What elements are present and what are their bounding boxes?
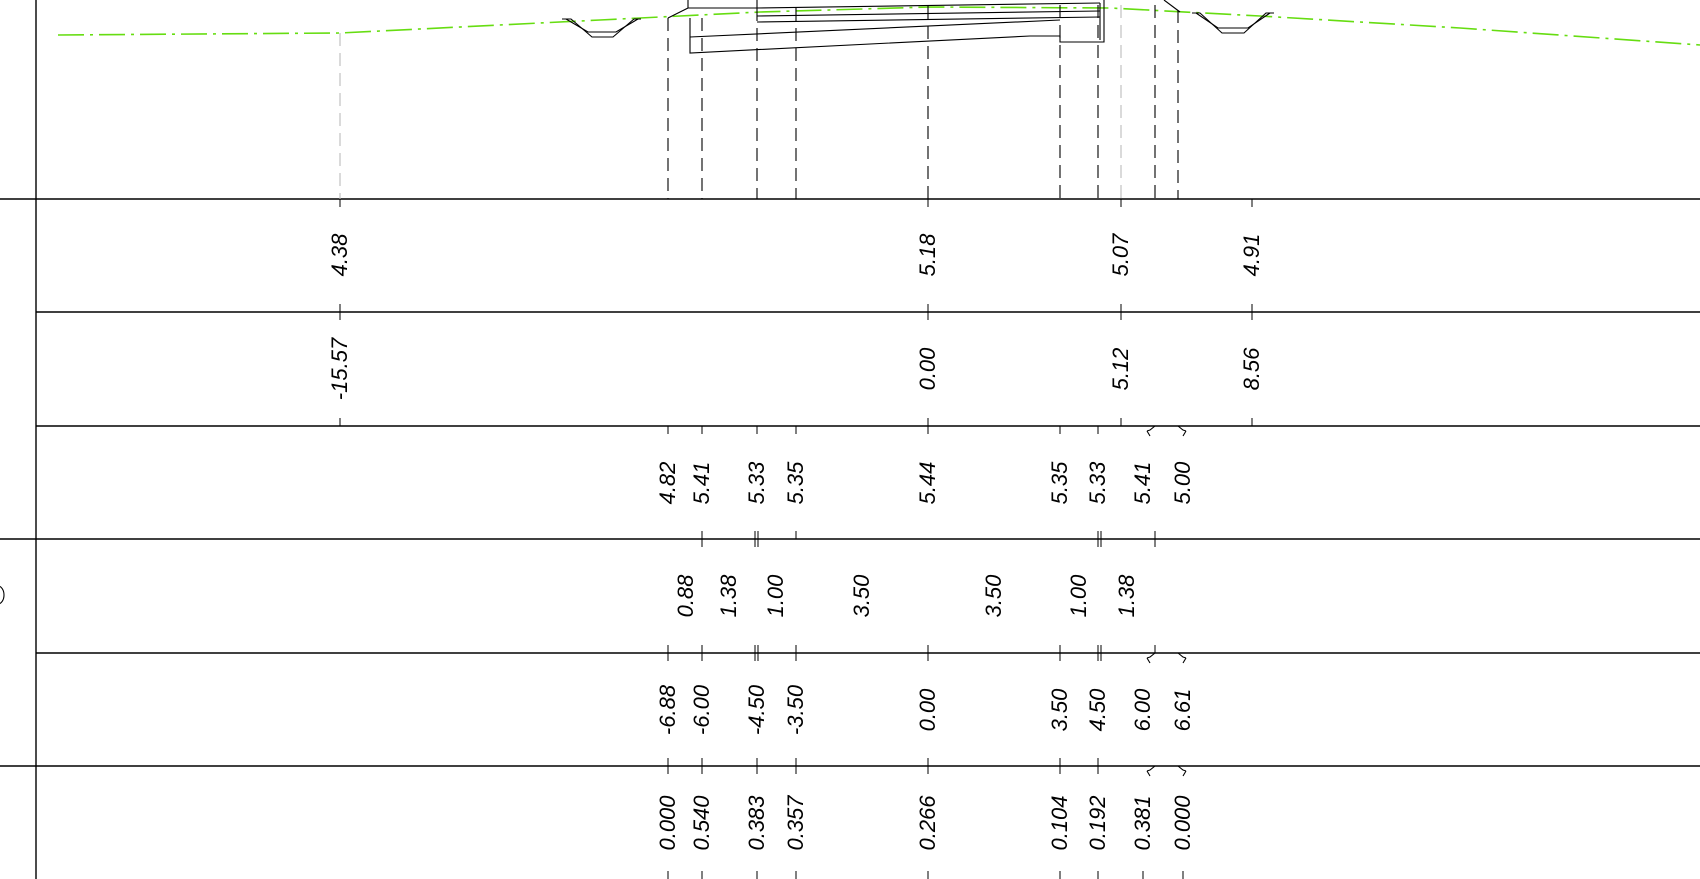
row-3-value-label: 5.44 <box>915 462 940 505</box>
row-5-value-label: -3.50 <box>783 684 808 735</box>
row-3-value-label: 5.35 <box>783 461 808 505</box>
row-5-value-label: 0.00 <box>915 688 940 732</box>
row-6-value-label: 0.266 <box>915 795 940 851</box>
row-3-value-label: 5.00 <box>1170 461 1195 505</box>
cut-off-row-label-glyph <box>0 585 5 605</box>
guide-lines <box>339 5 1179 199</box>
row-3-value-label: 5.33 <box>1085 461 1110 505</box>
row-4-value-label: 1.00 <box>1066 574 1091 618</box>
row-6-value-label: 0.000 <box>655 795 680 851</box>
right-ditch <box>1192 12 1274 34</box>
row-3-value-label: 5.33 <box>744 461 769 505</box>
row-6-value-label: 0.104 <box>1047 795 1072 850</box>
row-3-value-label: 5.41 <box>1130 462 1155 505</box>
row-3-value-label: 4.82 <box>655 462 680 505</box>
ground-line <box>57 6 1700 46</box>
row-5-value-label: -6.88 <box>655 684 680 735</box>
row-1-value-label: 4.91 <box>1239 234 1264 277</box>
row-4-value-label: 1.38 <box>716 574 741 618</box>
row-6-value-label: 0.000 <box>1170 795 1195 851</box>
row-1-value-label: 5.18 <box>915 233 940 277</box>
row-4-value-label: 3.50 <box>849 574 874 618</box>
row-6-value-label: 0.357 <box>783 795 808 851</box>
table-row-lines <box>0 198 1700 767</box>
row-4-value-label: 0.88 <box>673 574 698 618</box>
row-1-value-label: 4.38 <box>327 233 352 277</box>
row-6-value-label: 0.540 <box>689 795 714 851</box>
right-ditch-inner <box>1195 12 1271 29</box>
row-4-value-label: 1.38 <box>1114 574 1139 618</box>
row-2-value-label: 5.12 <box>1108 348 1133 391</box>
left-ditch <box>562 18 641 38</box>
row-5-value-label: 4.50 <box>1085 688 1110 732</box>
row-5-value-label: 6.61 <box>1170 689 1195 732</box>
pavement-structure <box>667 0 1181 54</box>
row-6-value-label: 0.381 <box>1130 795 1155 850</box>
row-1-value-label: 5.07 <box>1108 233 1133 277</box>
row-5-value-label: 3.50 <box>1047 688 1072 732</box>
value-labels: 4.38 5.18 5.07 4.91 -15.57 0.00 5.12 8.56 4.82 5.… <box>327 233 1264 851</box>
row-6-value-label: 0.383 <box>744 795 769 851</box>
row-2-value-label: 8.56 <box>1239 347 1264 391</box>
row-3-value-label: 5.41 <box>689 462 714 505</box>
row-ticks <box>339 199 1253 879</box>
row-5-value-label: -4.50 <box>744 684 769 735</box>
left-ditch-inner <box>565 18 639 33</box>
row-3-value-label: 5.35 <box>1047 461 1072 505</box>
row-2-value-label: 0.00 <box>915 347 940 391</box>
row-4-value-label: 1.00 <box>763 574 788 618</box>
row-2-value-label: -15.57 <box>327 337 352 400</box>
row-6-value-label: 0.192 <box>1085 795 1110 850</box>
row-5-value-label: 6.00 <box>1130 688 1155 732</box>
row-5-value-label: -6.00 <box>689 684 714 735</box>
row-4-value-label: 3.50 <box>981 574 1006 618</box>
